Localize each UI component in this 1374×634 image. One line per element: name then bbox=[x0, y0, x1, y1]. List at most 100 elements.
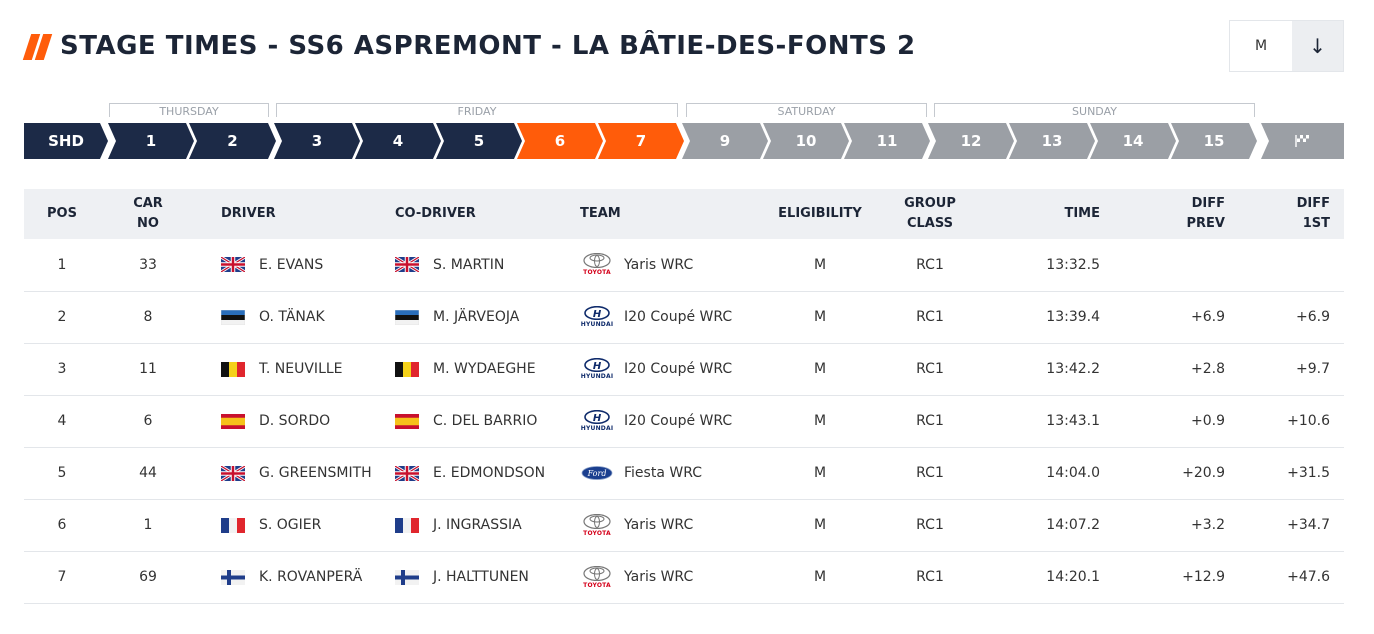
codriver-name[interactable]: M. WYDAEGHE bbox=[433, 361, 536, 377]
cell-codriver[interactable]: C. DEL BARRIO bbox=[383, 395, 568, 447]
cell-car-no: 11 bbox=[139, 361, 157, 377]
cell-car-no: 6 bbox=[143, 413, 153, 429]
stage-7[interactable]: 7 bbox=[598, 123, 684, 159]
stage-5[interactable]: 5 bbox=[436, 123, 522, 159]
stage-1[interactable]: 1 bbox=[108, 123, 194, 159]
stage-selector: SHD 1 2 3 4 5 6 7 9 10 11 12 13 14 15 bbox=[24, 123, 1344, 159]
flag-gb-icon bbox=[220, 464, 246, 482]
cell-team: TOYOTA Yaris WRC bbox=[568, 239, 760, 291]
driver-name[interactable]: O. TÄNAK bbox=[259, 309, 325, 325]
codriver-name[interactable]: E. EDMONDSON bbox=[433, 465, 546, 481]
cell-pos: 2 bbox=[57, 309, 67, 325]
codriver-name[interactable]: C. DEL BARRIO bbox=[433, 413, 538, 429]
cell-codriver[interactable]: J. INGRASSIA bbox=[383, 499, 568, 551]
driver-name[interactable]: G. GREENSMITH bbox=[259, 465, 372, 481]
team-name: Yaris WRC bbox=[624, 517, 694, 533]
cell-group-class: RC1 bbox=[916, 256, 944, 273]
cell-diff-1st bbox=[1225, 239, 1344, 291]
stage-14[interactable]: 14 bbox=[1090, 123, 1176, 159]
cell-eligibility: M bbox=[813, 517, 827, 533]
stage-3[interactable]: 3 bbox=[274, 123, 360, 159]
ford-logo-icon: Ford bbox=[580, 458, 614, 488]
cell-driver[interactable]: T. NEUVILLE bbox=[196, 343, 383, 395]
team-name: I20 Coupé WRC bbox=[624, 361, 733, 377]
driver-name[interactable]: S. OGIER bbox=[259, 517, 322, 533]
cell-driver[interactable]: K. ROVANPERÄ bbox=[196, 551, 383, 603]
flag-fi-icon bbox=[395, 569, 419, 585]
arrow-down-icon[interactable]: ↓ bbox=[1292, 21, 1343, 71]
header-pos: POS bbox=[47, 206, 77, 221]
team-name: Yaris WRC bbox=[624, 256, 694, 273]
cell-driver[interactable]: D. SORDO bbox=[196, 395, 383, 447]
codriver-name[interactable]: J. HALTTUNEN bbox=[433, 569, 529, 585]
cell-codriver[interactable]: J. HALTTUNEN bbox=[383, 551, 568, 603]
stage-11[interactable]: 11 bbox=[844, 123, 930, 159]
toyota-logo-icon: TOYOTA bbox=[580, 510, 614, 540]
flag-ee-icon bbox=[394, 309, 420, 325]
day-label-thursday: THURSDAY bbox=[109, 103, 269, 118]
cell-group-class: RC1 bbox=[916, 309, 944, 325]
stage-4[interactable]: 4 bbox=[355, 123, 441, 159]
filter-value[interactable]: M bbox=[1230, 21, 1292, 71]
cell-driver[interactable]: G. GREENSMITH bbox=[196, 447, 383, 499]
svg-text:H: H bbox=[593, 413, 602, 424]
cell-diff-prev: +12.9 bbox=[1182, 569, 1225, 585]
driver-name[interactable]: E. EVANS bbox=[259, 256, 324, 273]
team-name: Fiesta WRC bbox=[624, 465, 702, 481]
cell-driver[interactable]: E. EVANS bbox=[196, 239, 383, 291]
stage-10[interactable]: 10 bbox=[763, 123, 849, 159]
driver-name[interactable]: T. NEUVILLE bbox=[259, 361, 343, 377]
cell-eligibility: M bbox=[813, 309, 827, 325]
table-row: 2 8 O. TÄNAK M. JÄRVEOJA H HYUNDAI I20 Coupé W… bbox=[24, 291, 1344, 343]
svg-text:H: H bbox=[593, 309, 602, 320]
stage-shd[interactable]: SHD bbox=[24, 123, 108, 159]
team-name: Yaris WRC bbox=[624, 569, 694, 585]
page-header: STAGE TIMES - SS6 ASPREMONT - LA BÂTIE-D… bbox=[22, 28, 916, 64]
cell-pos: 6 bbox=[57, 517, 67, 533]
codriver-name[interactable]: J. INGRASSIA bbox=[433, 517, 522, 533]
stage-12[interactable]: 12 bbox=[928, 123, 1014, 159]
driver-name[interactable]: K. ROVANPERÄ bbox=[259, 569, 363, 585]
stage-2[interactable]: 2 bbox=[189, 123, 276, 159]
team-name: I20 Coupé WRC bbox=[624, 309, 733, 325]
cell-team: H HYUNDAI I20 Coupé WRC bbox=[568, 395, 760, 447]
cell-team: H HYUNDAI I20 Coupé WRC bbox=[568, 291, 760, 343]
day-label-saturday: SATURDAY bbox=[686, 103, 927, 118]
cell-time: 14:07.2 bbox=[1046, 517, 1100, 533]
day-label-text: FRIDAY bbox=[453, 105, 501, 118]
cell-driver[interactable]: O. TÄNAK bbox=[196, 291, 383, 343]
stage-finish[interactable] bbox=[1261, 123, 1344, 159]
cell-codriver[interactable]: E. EDMONDSON bbox=[383, 447, 568, 499]
cell-codriver[interactable]: M. WYDAEGHE bbox=[383, 343, 568, 395]
cell-diff-1st: +10.6 bbox=[1287, 413, 1330, 429]
table-header-row: POS CAR NO DRIVER CO-DRIVER TEAM ELIGIBIL… bbox=[24, 189, 1344, 239]
stage-15[interactable]: 15 bbox=[1171, 123, 1257, 159]
stage-13[interactable]: 13 bbox=[1009, 123, 1095, 159]
cell-diff-1st: +9.7 bbox=[1296, 361, 1330, 377]
cell-pos: 4 bbox=[57, 413, 67, 429]
cell-codriver[interactable]: M. JÄRVEOJA bbox=[383, 291, 568, 343]
stage-9[interactable]: 9 bbox=[682, 123, 768, 159]
header-codriver: CO-DRIVER bbox=[395, 206, 476, 221]
table-row: 5 44 G. GREENSMITH E. EDMONDSON Ford Fiesta W… bbox=[24, 447, 1344, 499]
cell-diff-1st: +34.7 bbox=[1287, 517, 1330, 533]
driver-name[interactable]: D. SORDO bbox=[259, 413, 331, 429]
cell-team: TOYOTA Yaris WRC bbox=[568, 551, 760, 603]
flag-be-icon bbox=[221, 361, 245, 377]
cell-eligibility: M bbox=[813, 465, 827, 481]
day-label-sunday: SUNDAY bbox=[934, 103, 1255, 118]
toyota-logo-icon: TOYOTA bbox=[580, 562, 614, 592]
cell-eligibility: M bbox=[813, 361, 827, 377]
header-team: TEAM bbox=[580, 206, 621, 221]
codriver-name[interactable]: S. MARTIN bbox=[433, 256, 505, 273]
cell-driver[interactable]: S. OGIER bbox=[196, 499, 383, 551]
hyundai-logo-icon: H HYUNDAI bbox=[580, 406, 614, 436]
table-row: 3 11 T. NEUVILLE M. WYDAEGHE H HYUNDAI I20 Cou… bbox=[24, 343, 1344, 395]
codriver-name[interactable]: M. JÄRVEOJA bbox=[433, 309, 520, 325]
eligibility-filter[interactable]: M ↓ bbox=[1229, 20, 1344, 72]
cell-diff-prev: +3.2 bbox=[1191, 517, 1225, 533]
finish-flag-icon bbox=[1294, 135, 1309, 147]
stage-6[interactable]: 6 bbox=[517, 123, 603, 159]
cell-codriver[interactable]: S. MARTIN bbox=[383, 239, 568, 291]
table-row: 6 1 S. OGIER J. INGRASSIA TOYOTA Yaris WRC M RC… bbox=[24, 499, 1344, 551]
